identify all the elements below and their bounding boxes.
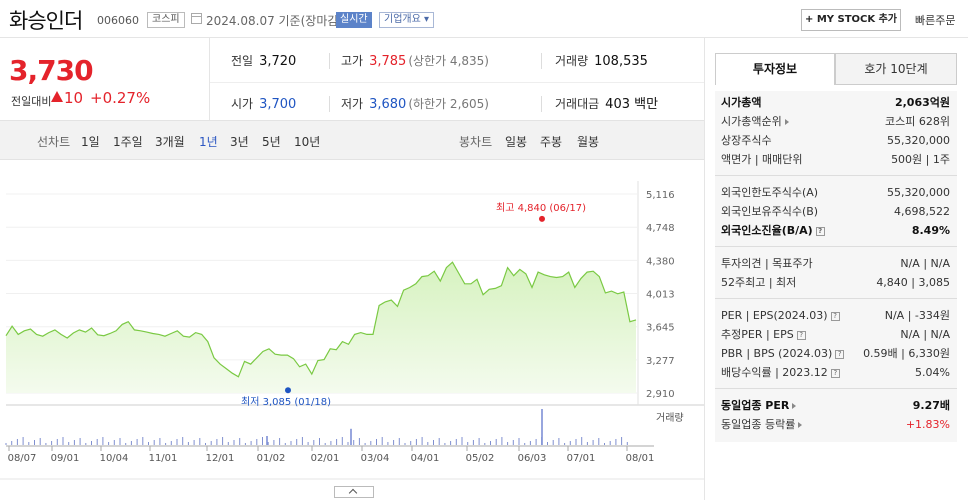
candle-chart-title: 봉차트	[459, 135, 493, 149]
row-52week: 52주최고 | 최저 4,840 | 3,085	[721, 276, 950, 289]
row-shares: 상장주식수 55,320,000	[721, 134, 950, 147]
chart-collapse-button[interactable]	[334, 486, 374, 498]
period-1d[interactable]: 1일	[81, 135, 100, 149]
x-tick-label: 06/03	[518, 453, 547, 464]
x-tick-label: 02/01	[311, 453, 340, 464]
up-arrow-icon	[51, 91, 63, 102]
row-est-per: 추정PER | EPS? N/A | N/A	[721, 328, 950, 341]
tab-investment-info[interactable]: 투자정보	[715, 53, 835, 85]
row-foreign-limit: 외국인한도주식수(A) 55,320,000	[721, 186, 950, 199]
y-tick-label: 4,748	[646, 223, 675, 234]
open-price: 시가 3,700	[231, 97, 297, 112]
x-tick-label: 04/01	[411, 453, 440, 464]
volume: 거래량 108,535	[555, 54, 648, 69]
candle-weekly[interactable]: 주봉	[540, 135, 563, 149]
change-label: 전일대비	[11, 95, 52, 108]
high-marker	[539, 215, 545, 222]
tab-orderbook-10[interactable]: 호가 10단계	[835, 53, 957, 85]
stock-header: 화승인더 006060 코스피 2024.08.07 기준(장마감) 실시간 기…	[0, 0, 968, 38]
caret-right-icon	[792, 403, 797, 409]
x-tick-label: 01/02	[257, 453, 286, 464]
row-sector-per: 동일업종 PER 9.27배	[721, 399, 950, 412]
volume-legend: 거래량	[656, 413, 684, 424]
y-tick-label: 3,645	[646, 323, 675, 334]
help-icon[interactable]: ?	[835, 349, 845, 359]
x-tick-label: 08/07	[8, 453, 37, 464]
row-dividend: 배당수익률 | 2023.12? 5.04%	[721, 366, 950, 379]
price-chart-svg: 5,116 4,748 4,380 4,013 3,645 3,277 2,910 최고 4,…	[0, 181, 704, 480]
help-icon[interactable]: ?	[830, 311, 840, 321]
investment-info-panel: 투자정보 호가 10단계 시가총액 2,063억원 시가총액순위 코스피 628…	[704, 38, 968, 500]
period-10y[interactable]: 10년	[294, 135, 321, 149]
row-sector-rate: 동일업종 등락률 +1.83%	[721, 418, 950, 431]
day-low: 저가 3,680 (하한가 2,605)	[341, 97, 489, 112]
current-price: 3,730	[9, 54, 94, 87]
price-line	[5, 261, 637, 378]
realtime-button[interactable]: 실시간	[336, 12, 372, 28]
candle-daily[interactable]: 일봉	[505, 135, 528, 149]
x-tick-label: 05/02	[466, 453, 495, 464]
x-tick-label: 07/01	[567, 453, 596, 464]
change-percent: +0.27%	[90, 89, 151, 107]
y-tick-label: 4,013	[646, 290, 675, 301]
x-tick-label: 09/01	[51, 453, 80, 464]
low-annotation: 최저 3,085 (01/18)	[241, 396, 331, 408]
price-chart[interactable]: 5,116 4,748 4,380 4,013 3,645 3,277 2,910 최고 4,…	[0, 161, 704, 500]
period-toolbar: 선차트 1일 1주일 3개월 1년 3년 5년 10년 봉차트 일봉 주봉 월봉	[0, 120, 704, 160]
candle-monthly[interactable]: 월봉	[577, 135, 600, 149]
y-tick-label: 5,116	[646, 190, 675, 201]
day-high: 고가 3,785 (상한가 4,835)	[341, 54, 489, 69]
row-per: PER | EPS(2024.03)? N/A | -334원	[721, 309, 950, 322]
x-tick-label: 11/01	[149, 453, 178, 464]
caret-right-icon	[784, 119, 789, 125]
row-pbr: PBR | BPS (2024.03)? 0.59배 | 6,330원	[721, 347, 950, 360]
period-1y[interactable]: 1년	[199, 135, 218, 149]
stock-name: 화승인더	[9, 9, 83, 33]
help-icon[interactable]: ?	[830, 368, 840, 378]
x-tick-label: 08/01	[626, 453, 655, 464]
calendar-icon	[191, 13, 202, 24]
current-price-box: 3,730 전일대비 10 +0.27%	[0, 38, 210, 120]
low-marker	[285, 387, 291, 394]
quick-order-button[interactable]: 빠른주문	[915, 14, 956, 27]
change-value: 10	[64, 89, 84, 107]
base-date: 2024.08.07 기준(장마감)	[206, 14, 344, 28]
help-icon[interactable]: ?	[796, 330, 806, 340]
y-tick-label: 2,910	[646, 389, 675, 400]
x-tick-label: 03/04	[361, 453, 390, 464]
price-area	[6, 262, 636, 393]
y-tick-label: 3,277	[646, 356, 675, 367]
caret-right-icon	[798, 422, 803, 428]
row-par-value: 액면가 | 매매단위 500원 | 1주	[721, 153, 950, 166]
prev-close: 전일 3,720	[231, 54, 297, 69]
company-overview-button[interactable]: 기업개요 ▾	[379, 12, 434, 28]
market-badge: 코스피	[147, 12, 185, 28]
info-table	[715, 91, 957, 442]
row-opinion: 투자의견 | 목표주가 N/A | N/A	[721, 257, 950, 270]
add-my-stock-button[interactable]: + MY STOCK 추가	[801, 9, 901, 31]
trade-amount: 거래대금 403 백만	[555, 97, 659, 112]
y-tick-label: 4,380	[646, 256, 675, 267]
row-market-cap: 시가총액 2,063억원	[721, 96, 950, 109]
period-1w[interactable]: 1주일	[113, 135, 143, 149]
x-tick-label: 12/01	[206, 453, 235, 464]
period-5y[interactable]: 5년	[262, 135, 281, 149]
period-3m[interactable]: 3개월	[155, 135, 185, 149]
line-chart-title: 선차트	[37, 135, 71, 149]
period-3y[interactable]: 3년	[230, 135, 249, 149]
row-market-rank: 시가총액순위 코스피 628위	[721, 115, 950, 128]
stock-code: 006060	[97, 14, 139, 27]
row-foreign-ratio: 외국인소진율(B/A)? 8.49%	[721, 224, 950, 237]
x-tick-label: 10/04	[100, 453, 129, 464]
high-annotation: 최고 4,840 (06/17)	[496, 202, 586, 214]
row-foreign-hold: 외국인보유주식수(B) 4,698,522	[721, 205, 950, 218]
help-icon[interactable]: ?	[815, 226, 825, 236]
